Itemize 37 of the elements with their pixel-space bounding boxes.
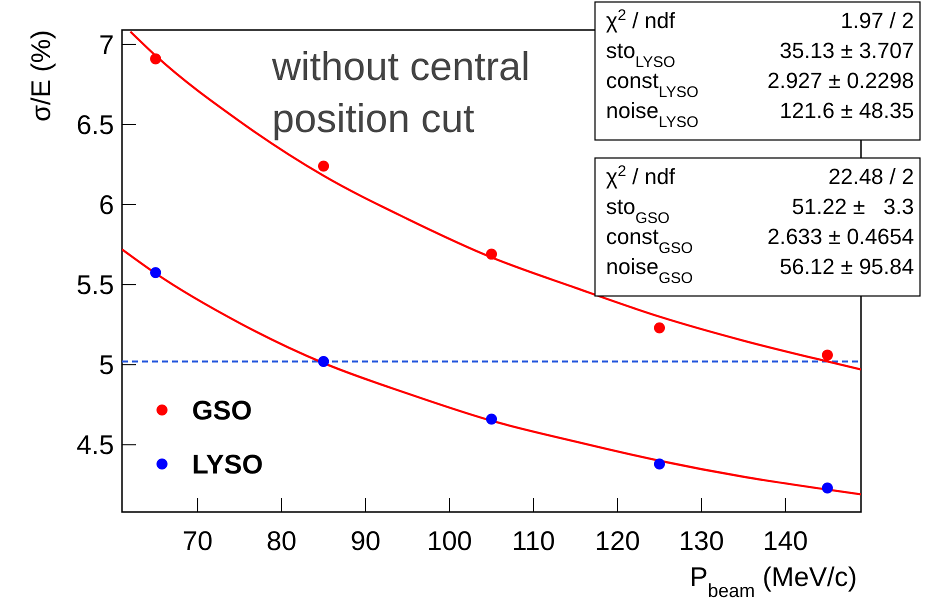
x-tick-label: 70	[182, 526, 213, 556]
x-tick-label: 140	[762, 526, 808, 556]
text: sto$_{LYSO}$ 35.13 ± 3.707	[606, 38, 914, 70]
text: χ$^{2}$ / ndf 1.97 / 2	[606, 6, 914, 33]
point	[486, 248, 497, 260]
x-tick-label: 80	[266, 526, 297, 556]
point	[654, 322, 665, 334]
y-tick-label: 5	[98, 350, 114, 380]
legend-label: GSO	[192, 395, 252, 426]
annotation: without central position cut	[271, 45, 530, 141]
x-axis-title: P$_{beam}$ (MeV/c)	[690, 562, 857, 598]
x-tick-label: 100	[426, 526, 472, 556]
text: noise$_{GSO}$ 56.12 ± 95.84	[606, 254, 914, 286]
legend-label: LYSO	[192, 449, 264, 480]
x-tick-label: 110	[512, 526, 556, 556]
point	[318, 356, 330, 367]
y-axis-title: σ/E (%)	[26, 30, 56, 122]
x-tick-label: 120	[594, 526, 640, 556]
point	[822, 482, 833, 494]
point	[318, 160, 330, 172]
point	[150, 53, 162, 64]
point	[654, 458, 665, 470]
text: χ$^{2}$ / ndf 22.48 / 2	[606, 162, 914, 189]
point	[486, 414, 497, 425]
text: noise$_{LYSO}$ 121.6 ± 48.35	[606, 98, 914, 130]
y-tick-label: 4.5	[76, 430, 114, 460]
point	[822, 350, 833, 361]
y-tick-label: 6.5	[76, 110, 114, 140]
x-tick-label: 130	[678, 526, 724, 556]
y-tick-label: 6	[98, 190, 114, 220]
y-tick-label: 7	[98, 30, 114, 60]
x-tick-label: 90	[350, 526, 381, 556]
text: sto$_{GSO}$ 51.22 ± 3.3	[606, 194, 914, 226]
point	[150, 267, 162, 278]
text: const$_{GSO}$ 2.633 ± 0.4654	[606, 224, 914, 256]
text: const$_{LYSO}$ 2.927 ± 0.2298	[606, 68, 914, 100]
y-tick-label: 5.5	[76, 270, 114, 300]
